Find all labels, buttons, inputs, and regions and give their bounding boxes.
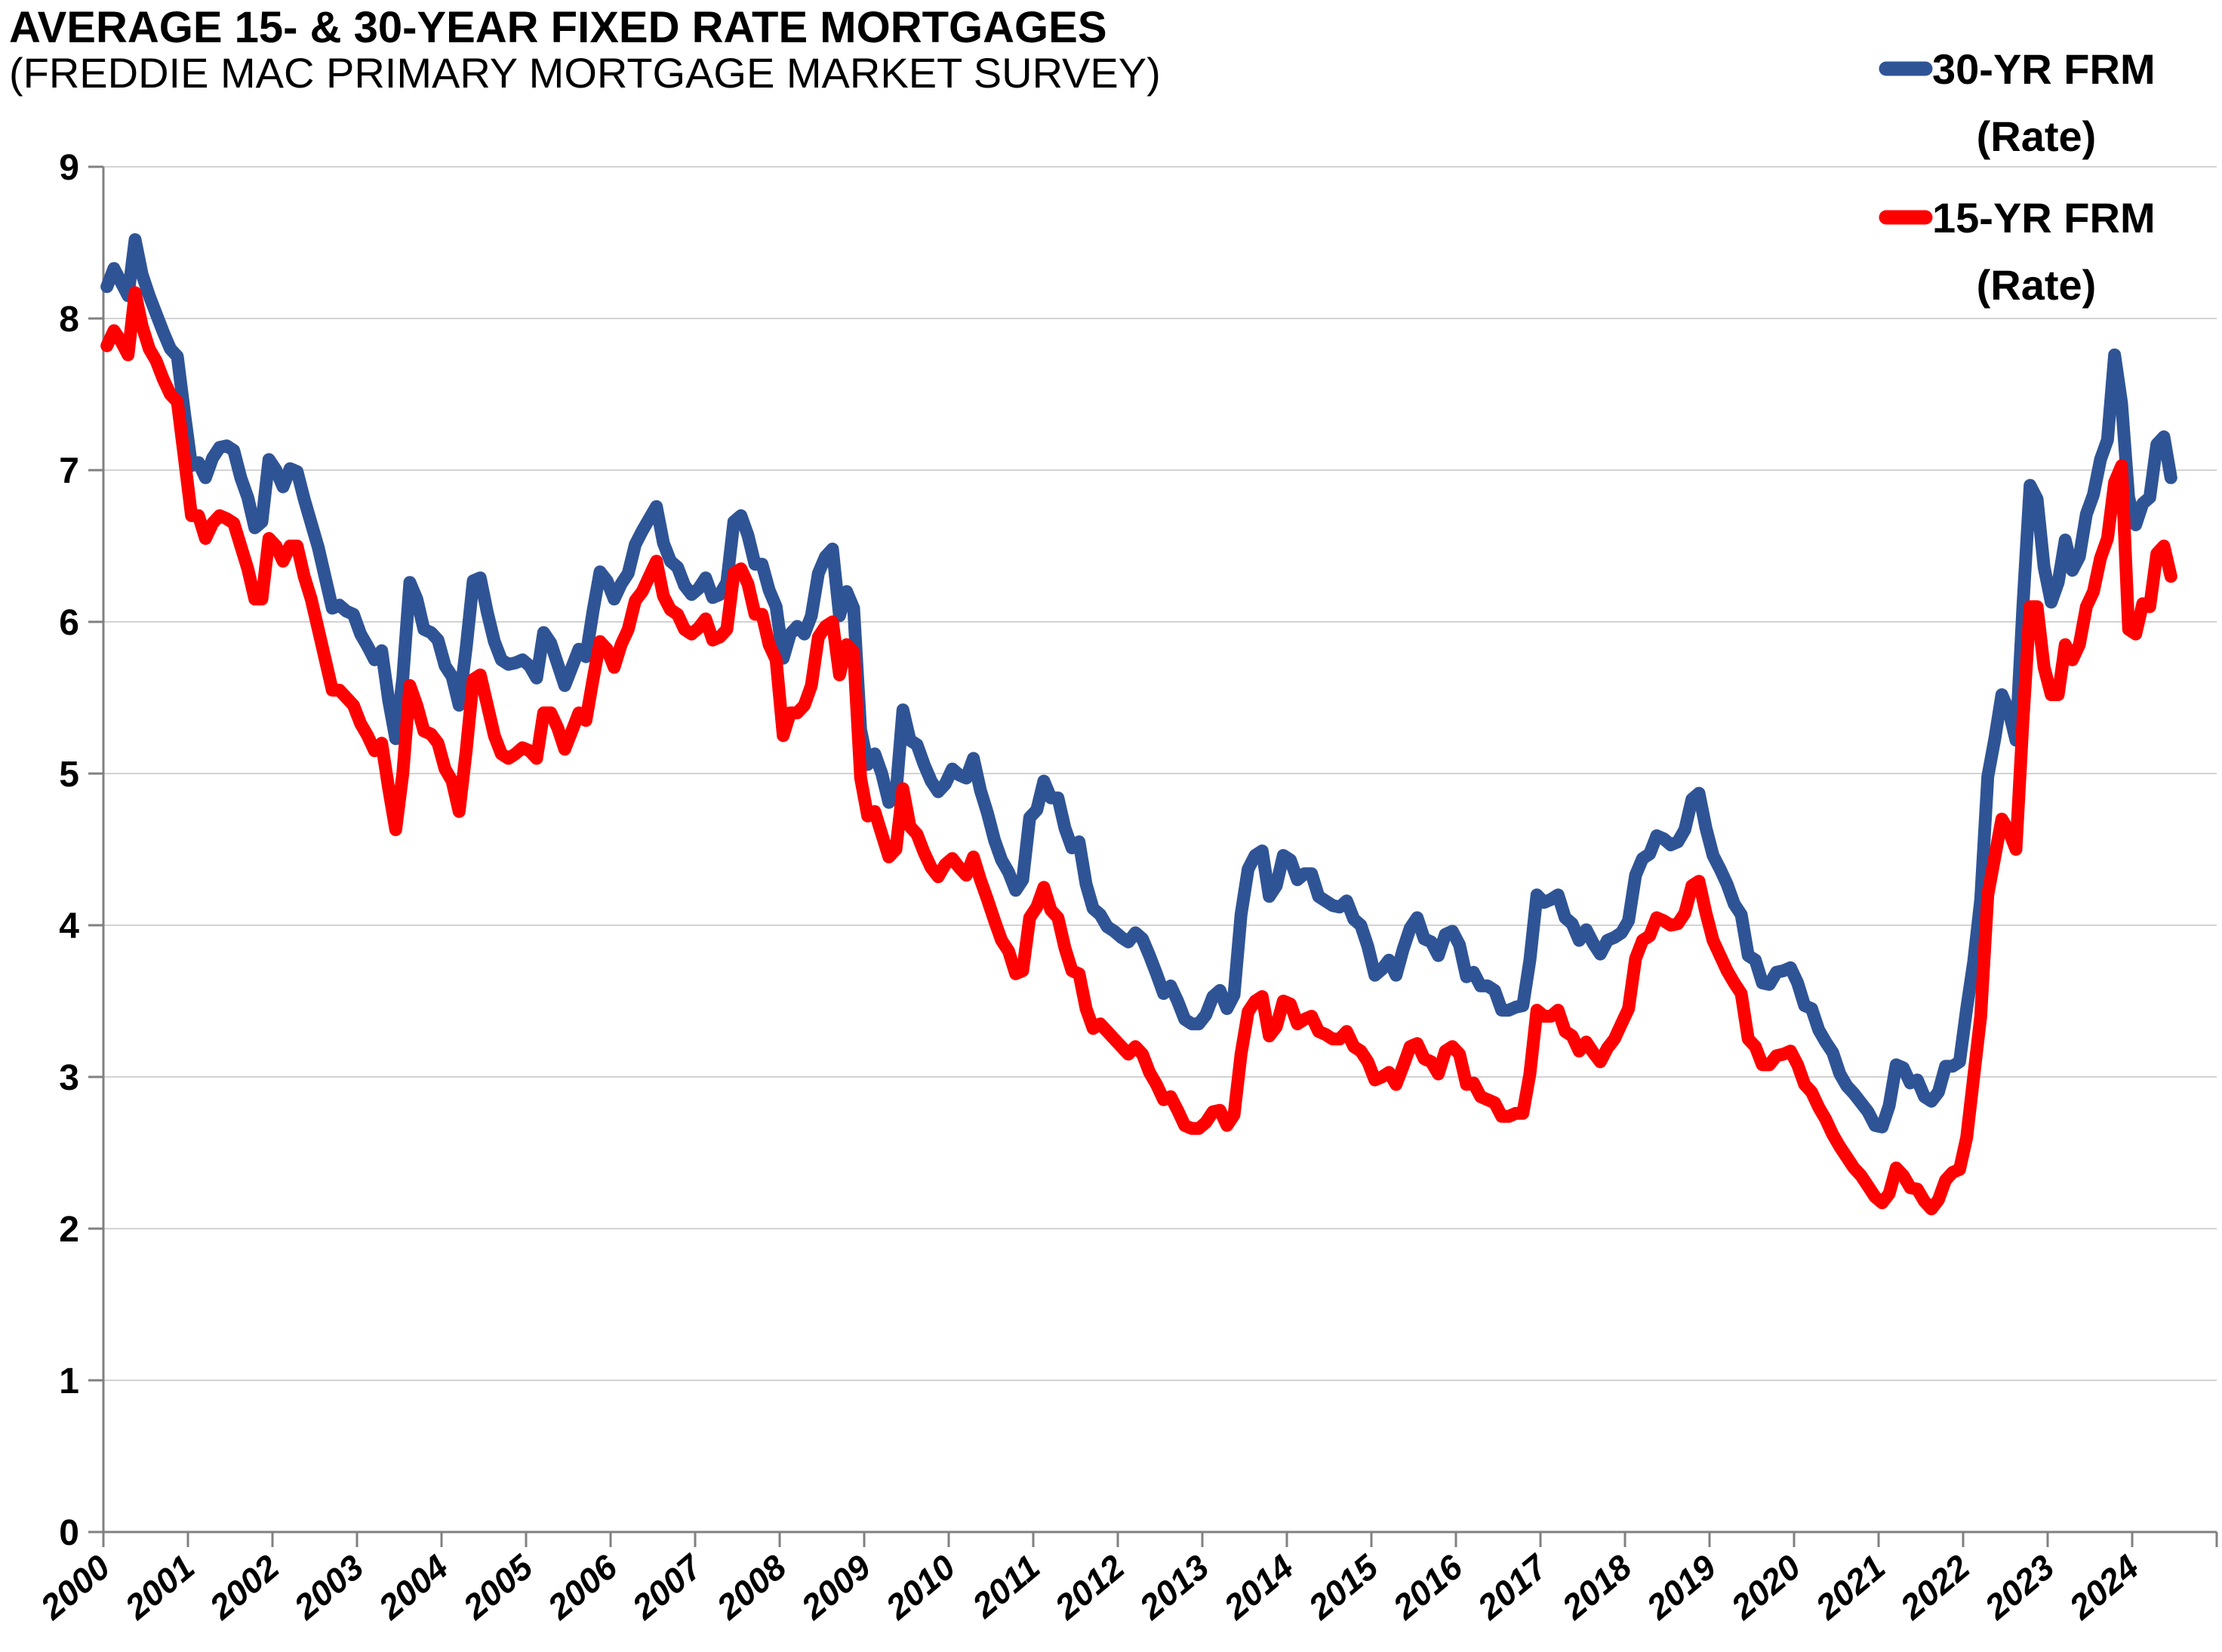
x-tick-label-2001: 2001 <box>117 1547 202 1627</box>
x-tick-label-2012: 2012 <box>1047 1547 1132 1628</box>
x-tick-label-2018: 2018 <box>1554 1547 1639 1628</box>
y-tick-label-0: 0 <box>59 1513 79 1553</box>
x-tick-label-2011: 2011 <box>964 1547 1047 1626</box>
y-tick-label-6: 6 <box>59 603 79 643</box>
chart-subtitle: (FREDDIE MAC PRIMARY MORTGAGE MARKET SUR… <box>9 49 1161 97</box>
legend-sublabel-15yr: (Rate) <box>1977 261 2097 309</box>
x-tick-label-2014: 2014 <box>1216 1547 1301 1627</box>
x-tick-label-2002: 2002 <box>202 1547 287 1628</box>
x-tick-label-2023: 2023 <box>1977 1547 2062 1628</box>
y-tick-label-7: 7 <box>59 451 79 491</box>
legend-label-15yr: 15-YR FRM <box>1932 194 2156 241</box>
x-tick-label-2000: 2000 <box>32 1547 118 1628</box>
x-tick-label-2006: 2006 <box>540 1547 625 1628</box>
x-tick-label-2024: 2024 <box>2061 1547 2147 1627</box>
y-tick-label-9: 9 <box>59 148 79 188</box>
x-tick-label-2019: 2019 <box>1639 1547 1724 1628</box>
x-tick-label-2016: 2016 <box>1385 1547 1470 1628</box>
legend: 30-YR FRM (Rate) 15-YR FRM (Rate) <box>1879 45 2156 309</box>
y-tick-label-8: 8 <box>59 300 79 340</box>
x-tick-label-2022: 2022 <box>1892 1547 1977 1628</box>
gridlines <box>103 166 2217 1381</box>
series-lines <box>100 233 2177 1216</box>
legend-item-15yr: 15-YR FRM (Rate) <box>1879 194 2156 309</box>
chart-title: AVERAGE 15- & 30-YEAR FIXED RATE MORTGAG… <box>9 3 1107 52</box>
x-tick-label-2003: 2003 <box>286 1547 371 1628</box>
x-tick-label-2008: 2008 <box>709 1547 794 1628</box>
series-line-30yr-frm <box>100 233 2177 1134</box>
x-tick-label-2004: 2004 <box>371 1547 456 1627</box>
y-tick-label-1: 1 <box>59 1361 79 1401</box>
x-tick-label-2020: 2020 <box>1723 1547 1808 1628</box>
x-tick-label-2010: 2010 <box>878 1547 963 1628</box>
legend-sublabel-30yr: (Rate) <box>1977 112 2097 160</box>
y-tick-label-3: 3 <box>59 1058 79 1098</box>
x-tick-label-2007: 2007 <box>624 1546 710 1627</box>
y-axis-labels: 0 1 2 3 4 5 6 7 8 9 <box>59 148 79 1553</box>
x-axis-labels: 2000 2001 2002 2003 2004 2005 2006 2007 2008 2009… <box>32 1546 2147 1627</box>
x-tick-label-2005: 2005 <box>455 1546 541 1627</box>
x-tick-label-2021: 2021 <box>1808 1547 1893 1627</box>
legend-label-30yr: 30-YR FRM <box>1932 45 2156 93</box>
y-tick-label-4: 4 <box>59 906 79 946</box>
series-line-15yr-frm <box>100 286 2177 1216</box>
y-tick-label-5: 5 <box>59 755 79 795</box>
legend-item-30yr: 30-YR FRM (Rate) <box>1879 45 2156 160</box>
x-tick-label-2009: 2009 <box>793 1547 879 1628</box>
x-tick-label-2017: 2017 <box>1470 1546 1556 1627</box>
axes <box>88 165 2218 1547</box>
y-tick-label-2: 2 <box>59 1210 79 1250</box>
x-tick-label-2013: 2013 <box>1131 1547 1217 1628</box>
x-tick-label-2015: 2015 <box>1300 1546 1386 1627</box>
